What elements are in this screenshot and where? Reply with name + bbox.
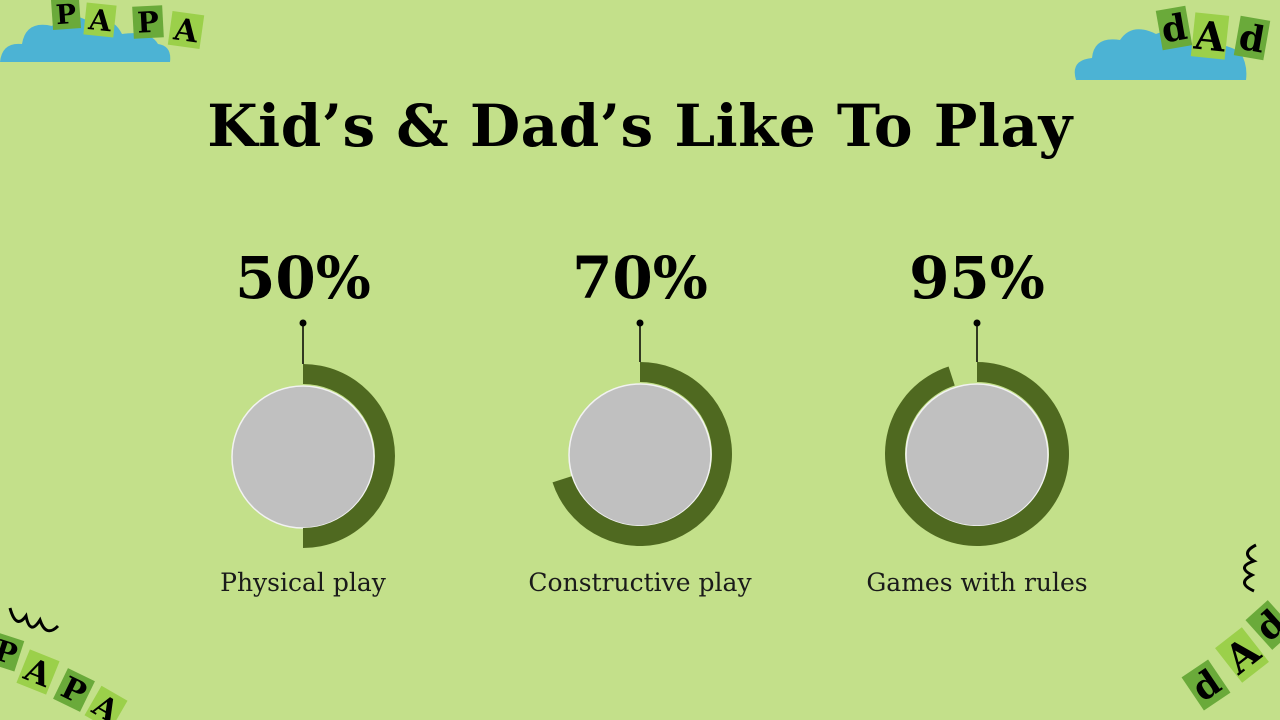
letter-tile: d: [1181, 659, 1231, 711]
leader-dot: [299, 319, 307, 327]
leader-dot: [636, 319, 644, 327]
category-label: Physical play: [220, 568, 386, 597]
donut-disc: [568, 383, 712, 527]
leader-dot: [973, 319, 981, 327]
letter-tile: A: [1190, 12, 1230, 62]
letter-tile: P: [132, 5, 164, 40]
donut-chart-3: [885, 319, 1070, 547]
dad-decoration-bottom-right: dAd: [1181, 543, 1280, 711]
svg-text:P: P: [55, 0, 77, 31]
letter-tile: P: [53, 668, 95, 712]
letter-tile: A: [167, 10, 205, 51]
letter-tiles: dAd: [1181, 600, 1280, 711]
category-label: Constructive play: [528, 568, 752, 597]
svg-text:A: A: [1191, 12, 1229, 61]
donut-chart-1: [231, 319, 395, 548]
percent-label: 70%: [572, 244, 708, 312]
squiggle-icon: [8, 607, 60, 633]
category-label: Games with rules: [866, 568, 1088, 597]
letter-tile: P: [0, 632, 25, 672]
donut-arc: [303, 364, 395, 548]
donut-disc: [905, 383, 1049, 527]
donut-chart-2: [552, 319, 733, 546]
slide-title: Kid’s & Dad’s Like To Play: [207, 92, 1073, 160]
svg-text:P: P: [136, 5, 159, 40]
svg-text:A: A: [86, 2, 113, 38]
percent-label: 95%: [909, 244, 1045, 312]
cloud-shape: [1074, 29, 1247, 80]
squiggle-icon: [1243, 543, 1258, 593]
percent-label: 50%: [235, 244, 371, 312]
letter-tile: A: [83, 2, 117, 38]
letter-tile: P: [50, 0, 82, 31]
letter-tile: d: [1155, 5, 1193, 52]
letter-tile: d: [1233, 15, 1271, 62]
letter-tile: A: [16, 649, 60, 695]
donut-disc: [231, 385, 375, 529]
svg-text:P: P: [55, 670, 91, 712]
cloud-shape: [0, 15, 171, 62]
